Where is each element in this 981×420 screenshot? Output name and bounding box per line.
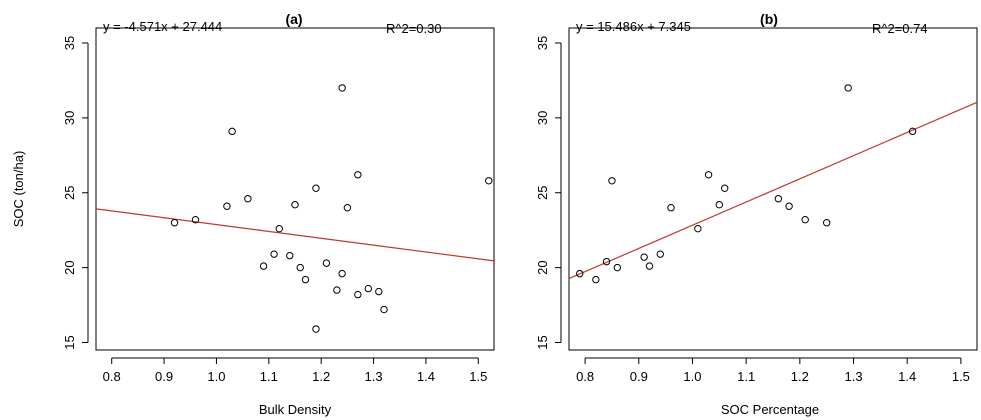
y-tick-label-b: 15 — [535, 335, 550, 349]
x-tick-label-b: 1.2 — [791, 369, 809, 384]
x-tick-label-a: 1.3 — [365, 369, 383, 384]
panel-b: y = 15.486x + 7.345 (b) R^2=0.74 SOC Per… — [535, 11, 978, 417]
panel-a: y = -4.571x + 27.444 (a) R^2=0.30 Bulk D… — [11, 11, 495, 417]
y-tick-label-a: 15 — [62, 335, 77, 349]
data-point-b — [656, 250, 664, 258]
data-point-a — [259, 262, 268, 270]
data-point-a — [333, 286, 341, 294]
y-tick-label-a: 30 — [62, 111, 77, 125]
data-point-a — [223, 202, 231, 210]
equation-label-b: y = 15.486x + 7.345 — [576, 19, 691, 34]
data-point-b — [715, 201, 724, 209]
data-point-a — [244, 195, 252, 203]
x-tick-label-a: 0.9 — [155, 369, 173, 384]
equation-label-a: y = -4.571x + 27.444 — [103, 19, 222, 34]
data-point-b — [645, 262, 654, 270]
r-squared-label-a: R^2=0.30 — [386, 21, 442, 36]
chart-marks-a: 0.8 0.9 1.0 1.1 1.2 1.3 1.4 1.5 15 20 25 30 35 — [62, 36, 495, 384]
data-point-a — [296, 263, 304, 272]
data-point-b — [667, 204, 675, 212]
y-tick-label-b: 35 — [535, 36, 550, 50]
plot-frame-b — [568, 27, 978, 351]
y-tick-label-a: 20 — [62, 260, 77, 274]
data-point-a — [485, 177, 493, 185]
r-squared-label-b: R^2=0.74 — [872, 21, 928, 36]
x-tick-label-b: 1.5 — [952, 369, 970, 384]
panel-tag-b: (b) — [760, 11, 778, 27]
data-point-b — [640, 253, 648, 261]
data-point-b — [608, 177, 616, 185]
data-point-a — [291, 201, 299, 209]
data-point-a — [170, 218, 179, 227]
data-point-a — [343, 204, 352, 212]
data-point-a — [338, 269, 346, 278]
x-tick-label-a: 0.8 — [103, 369, 121, 384]
y-tick-label-a: 35 — [62, 36, 77, 50]
x-tick-label-a: 1.0 — [207, 369, 225, 384]
data-point-a — [191, 216, 200, 224]
plot-frame-a — [95, 27, 495, 351]
regression-line-a — [95, 208, 495, 262]
x-tick-label-a: 1.5 — [469, 369, 487, 384]
y-axis-title-a: SOC (ton/ha) — [11, 151, 26, 228]
data-point-b — [613, 263, 622, 272]
data-point-a — [354, 290, 362, 299]
data-point-a — [364, 284, 373, 293]
x-tick-label-b: 1.0 — [683, 369, 701, 384]
data-point-a — [270, 250, 278, 258]
panel-tag-a: (a) — [285, 11, 302, 27]
data-point-b — [720, 184, 729, 192]
data-point-a — [338, 84, 346, 92]
chart-marks-b: 0.8 0.9 1.0 1.1 1.2 1.3 1.4 1.5 15 20 25 30 35 — [535, 36, 978, 384]
x-tick-label-b: 0.9 — [630, 369, 648, 384]
x-tick-label-b: 1.4 — [898, 369, 916, 384]
data-point-b — [592, 275, 600, 284]
data-point-a — [380, 305, 388, 314]
data-point-a — [275, 224, 283, 233]
data-point-b — [694, 224, 702, 233]
data-point-a — [322, 259, 331, 267]
data-point-b — [822, 218, 831, 227]
data-point-a — [375, 287, 383, 296]
x-axis-title-b: SOC Percentage — [721, 402, 819, 417]
y-tick-label-b: 25 — [535, 186, 550, 200]
y-tick-label-a: 25 — [62, 186, 77, 200]
data-point-a — [286, 251, 294, 260]
data-point-a — [312, 325, 320, 333]
data-point-a — [354, 171, 362, 179]
data-point-b — [785, 202, 793, 210]
data-point-b — [704, 171, 713, 179]
x-tick-label-a: 1.1 — [260, 369, 278, 384]
data-point-b — [801, 216, 809, 224]
data-point-b — [602, 257, 611, 266]
y-tick-label-b: 30 — [535, 111, 550, 125]
regression-line-b — [568, 101, 978, 280]
data-point-b — [774, 195, 783, 203]
x-tick-label-a: 1.2 — [312, 369, 330, 384]
data-point-b — [908, 127, 917, 136]
y-tick-label-b: 20 — [535, 260, 550, 274]
data-point-a — [312, 184, 320, 192]
x-tick-label-b: 1.3 — [844, 369, 862, 384]
x-tick-label-b: 1.1 — [737, 369, 755, 384]
data-point-b — [844, 84, 852, 92]
x-axis-title-a: Bulk Density — [259, 402, 332, 417]
x-tick-label-a: 1.4 — [417, 369, 435, 384]
data-point-b — [576, 269, 584, 278]
data-point-a — [301, 275, 310, 284]
data-point-a — [228, 127, 236, 136]
x-tick-label-b: 0.8 — [576, 369, 594, 384]
